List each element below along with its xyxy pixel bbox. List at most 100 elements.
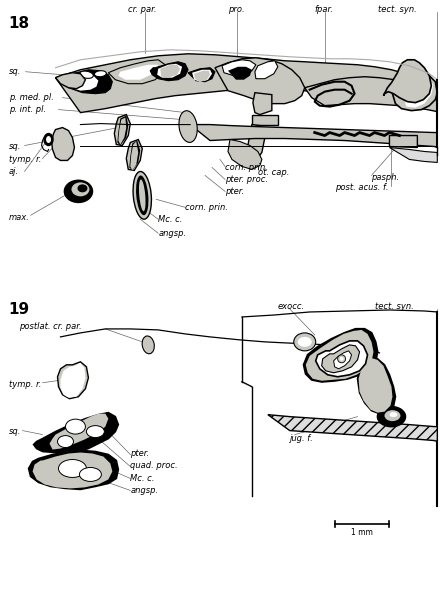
Ellipse shape: [133, 172, 151, 219]
Text: aj.: aj.: [9, 167, 19, 176]
Polygon shape: [253, 93, 272, 115]
Polygon shape: [384, 59, 431, 103]
Text: quad. proc.: quad. proc.: [130, 461, 178, 470]
Polygon shape: [108, 59, 165, 84]
Ellipse shape: [385, 410, 400, 421]
Polygon shape: [306, 330, 374, 381]
Ellipse shape: [340, 357, 344, 361]
Polygon shape: [400, 76, 433, 107]
Polygon shape: [117, 115, 128, 146]
Text: pro.: pro.: [228, 5, 245, 15]
Polygon shape: [33, 413, 118, 453]
Polygon shape: [188, 68, 215, 82]
Ellipse shape: [71, 182, 89, 196]
Polygon shape: [190, 124, 437, 148]
Polygon shape: [255, 61, 278, 79]
Polygon shape: [268, 415, 437, 441]
Text: 19: 19: [9, 302, 30, 317]
Ellipse shape: [337, 355, 345, 363]
Ellipse shape: [86, 426, 104, 438]
Polygon shape: [334, 351, 352, 369]
Polygon shape: [118, 65, 158, 80]
Polygon shape: [150, 62, 188, 81]
Text: p. int. pl.: p. int. pl.: [9, 105, 46, 114]
Text: fpar.: fpar.: [315, 5, 334, 15]
Text: 1 mm: 1 mm: [351, 527, 373, 537]
Text: tect. syn.: tect. syn.: [378, 5, 416, 15]
Text: 18: 18: [9, 16, 30, 31]
Polygon shape: [322, 345, 359, 373]
Polygon shape: [304, 329, 378, 382]
Text: pter.: pter.: [225, 187, 244, 196]
Text: tect. syn.: tect. syn.: [374, 302, 413, 311]
Ellipse shape: [298, 337, 312, 347]
Ellipse shape: [378, 407, 405, 427]
Polygon shape: [55, 73, 85, 89]
Polygon shape: [50, 413, 108, 450]
Ellipse shape: [80, 71, 93, 78]
Ellipse shape: [58, 436, 73, 447]
Polygon shape: [228, 140, 262, 169]
Polygon shape: [29, 450, 118, 489]
Text: post. acus. f.: post. acus. f.: [335, 183, 388, 192]
Text: angsp.: angsp.: [158, 229, 186, 238]
Ellipse shape: [179, 110, 197, 143]
Text: postlat. cr. par.: postlat. cr. par.: [18, 322, 81, 331]
Polygon shape: [51, 127, 74, 160]
Polygon shape: [392, 75, 437, 110]
Ellipse shape: [389, 412, 397, 417]
Polygon shape: [58, 362, 88, 399]
Text: exocc.: exocc.: [278, 302, 305, 311]
Text: p. med. pl.: p. med. pl.: [9, 93, 54, 102]
Ellipse shape: [44, 134, 53, 146]
Ellipse shape: [66, 419, 85, 434]
Polygon shape: [194, 71, 210, 82]
Polygon shape: [33, 453, 112, 489]
Polygon shape: [305, 76, 437, 112]
Polygon shape: [59, 70, 112, 93]
Polygon shape: [55, 54, 437, 113]
Polygon shape: [222, 59, 256, 76]
Polygon shape: [192, 70, 212, 82]
Text: sq.: sq.: [9, 142, 21, 151]
Text: tymp. r.: tymp. r.: [9, 155, 41, 164]
Ellipse shape: [139, 180, 146, 211]
Polygon shape: [114, 115, 130, 146]
Polygon shape: [389, 148, 437, 163]
Polygon shape: [215, 58, 305, 104]
Polygon shape: [130, 141, 138, 171]
Text: pter. proc.: pter. proc.: [225, 175, 268, 184]
Text: jug. f.: jug. f.: [290, 434, 314, 443]
Polygon shape: [315, 341, 367, 377]
Text: pter.: pter.: [130, 449, 150, 458]
Text: pasph.: pasph.: [371, 173, 400, 182]
Polygon shape: [126, 140, 142, 171]
Ellipse shape: [80, 467, 101, 481]
Text: corn. prin.: corn. prin.: [185, 203, 228, 212]
Text: sq.: sq.: [9, 427, 21, 436]
Polygon shape: [157, 64, 182, 78]
Polygon shape: [129, 140, 140, 171]
Text: Mc. c.: Mc. c.: [158, 215, 183, 224]
Text: tymp. r.: tymp. r.: [9, 380, 41, 389]
Ellipse shape: [95, 70, 106, 76]
Ellipse shape: [46, 136, 51, 143]
Text: ot. cap.: ot. cap.: [258, 168, 289, 177]
Ellipse shape: [142, 336, 154, 354]
Ellipse shape: [59, 459, 86, 478]
Polygon shape: [248, 124, 265, 160]
Text: cr. par.: cr. par.: [128, 5, 157, 15]
Ellipse shape: [66, 74, 78, 81]
Polygon shape: [65, 73, 99, 90]
Ellipse shape: [136, 175, 148, 215]
Polygon shape: [61, 363, 85, 398]
Polygon shape: [389, 135, 418, 148]
Polygon shape: [228, 67, 252, 80]
Text: angsp.: angsp.: [130, 486, 158, 495]
Polygon shape: [252, 115, 278, 124]
Text: max.: max.: [9, 213, 29, 222]
Polygon shape: [118, 118, 126, 144]
Ellipse shape: [294, 333, 315, 351]
Polygon shape: [358, 357, 396, 413]
Polygon shape: [160, 65, 180, 78]
